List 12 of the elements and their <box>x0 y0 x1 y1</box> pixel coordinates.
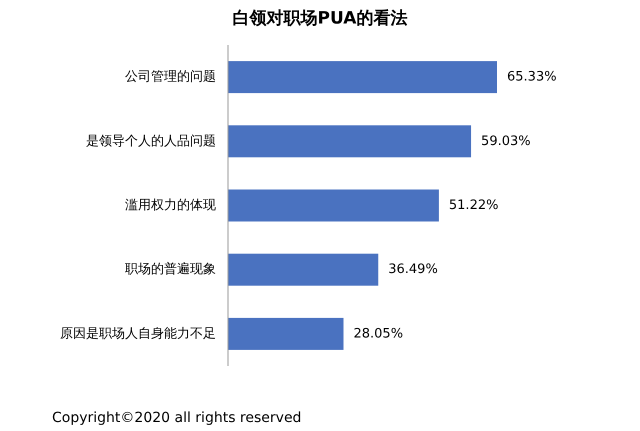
data-label: 36.49% <box>388 262 438 278</box>
chart-title: 白领对职场PUA的看法 <box>232 8 408 29</box>
y-tick-label: 滥用权力的体现 <box>125 198 216 214</box>
y-tick-label: 职场的普遍现象 <box>125 261 216 278</box>
y-tick-label: 是领导个人的人品问题 <box>86 134 216 149</box>
data-label: 28.05% <box>353 326 404 342</box>
data-label: 59.03% <box>481 134 531 149</box>
y-tick-label: 公司管理的问题 <box>125 70 216 85</box>
data-label: 51.22% <box>448 198 498 214</box>
y-tick-label: 原因是职场人自身能力不足 <box>60 326 216 342</box>
text: Copyright©2020 all rights reserved <box>52 410 302 426</box>
data-label: 65.33% <box>507 70 557 85</box>
